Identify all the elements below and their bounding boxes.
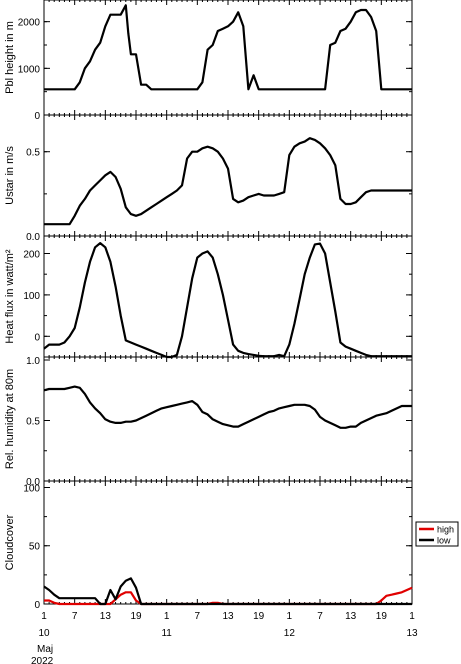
panel-frame [43, 0, 413, 116]
y-tick-label: 100 [23, 483, 40, 494]
x-hour-label: 1 [164, 611, 170, 622]
y-tick-label: 0.0 [26, 477, 40, 488]
x-hour-label: 13 [345, 611, 357, 622]
panel-frame [43, 114, 413, 237]
x-day-label: 10 [38, 628, 50, 639]
y-tick-label: 0 [34, 600, 40, 611]
series-line [44, 137, 412, 226]
y-tick-label: 50 [29, 542, 41, 553]
x-hour-label: 19 [253, 611, 265, 622]
y-tick-label: 0.0 [26, 232, 40, 243]
legend-label-low: low [437, 536, 451, 546]
series-line [44, 4, 412, 91]
x-hour-label: 1 [287, 611, 293, 622]
series-line [43, 242, 412, 359]
y-tick-label: 100 [23, 291, 40, 302]
series-line [43, 385, 412, 429]
x-hour-label: 7 [72, 611, 78, 622]
x-month-label: Maj [37, 644, 53, 655]
y-tick-label: 2000 [18, 18, 41, 29]
y-axis-label: Ustar in m/s [4, 146, 16, 205]
x-hour-label: 13 [100, 611, 112, 622]
panel-frame [43, 480, 413, 605]
panel-frame [43, 235, 413, 358]
x-hour-label: 19 [376, 611, 388, 622]
y-tick-label: 0 [34, 332, 40, 343]
x-day-label: 11 [161, 628, 172, 639]
x-hour-label: 7 [195, 611, 201, 622]
panel-frame [43, 356, 413, 482]
x-hour-label: 1 [41, 611, 47, 622]
x-day-label: 12 [284, 628, 296, 639]
series-line-low [43, 577, 412, 606]
legend-box [415, 521, 459, 547]
x-hour-label: 13 [222, 611, 234, 622]
y-axis-label: Rel. humidity at 80m [4, 369, 16, 469]
y-tick-label: 1.0 [26, 356, 40, 367]
legend-label-high: high [437, 525, 454, 535]
y-axis-label: Pbl height in m [4, 21, 16, 94]
y-axis-label: Cloudcover [4, 514, 16, 570]
y-tick-label: 0 [34, 111, 40, 122]
x-year-label: 2022 [31, 656, 54, 664]
y-tick-label: 0.5 [26, 417, 40, 428]
x-hour-label: 7 [317, 611, 323, 622]
x-day-label: 13 [406, 628, 418, 639]
x-hour-label: 1 [409, 611, 415, 622]
y-tick-label: 1000 [18, 64, 41, 75]
y-tick-label: 200 [23, 249, 40, 260]
panel-3: 0 100 200 Heat flux in watt/m² [4, 235, 413, 359]
y-tick-label: 0.5 [26, 148, 40, 159]
y-axis-label: Heat flux in watt/m² [4, 249, 16, 343]
panel-2: 0.0 0.5 Ustar in m/s [4, 114, 413, 243]
panel-4: 0.0 0.5 1.0 Rel. humidity at 80m [4, 356, 413, 488]
x-hour-label: 19 [130, 611, 142, 622]
